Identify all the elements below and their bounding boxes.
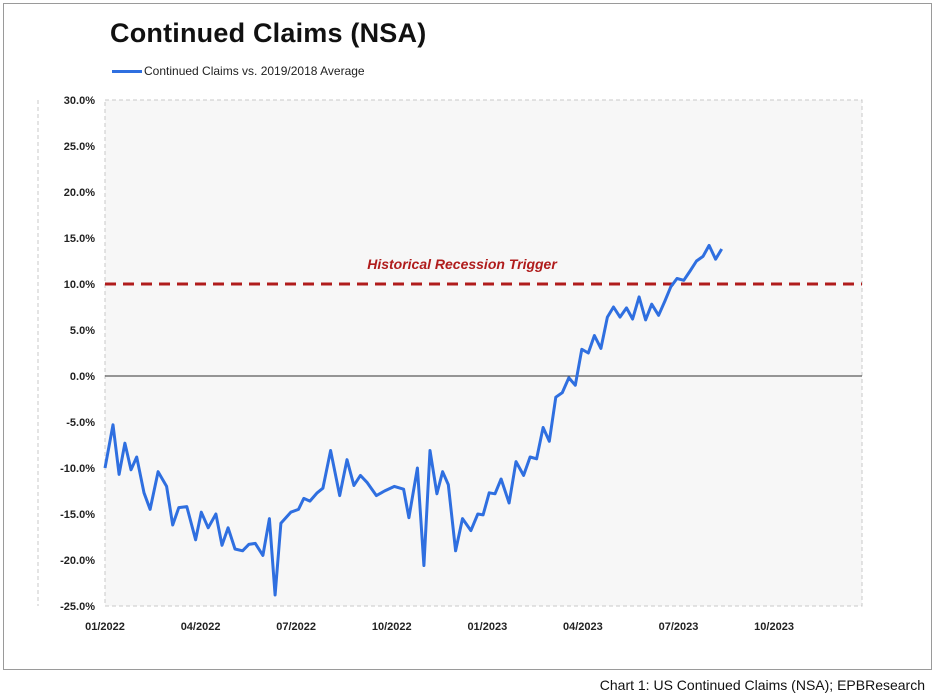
figure-caption: Chart 1: US Continued Claims (NSA); EPBR… bbox=[599, 677, 925, 693]
y-tick-label: 20.0% bbox=[64, 187, 95, 199]
x-tick-label: 01/2022 bbox=[85, 621, 125, 633]
x-tick-label: 10/2023 bbox=[754, 621, 794, 633]
legend-swatch bbox=[112, 69, 142, 73]
y-tick-label: -15.0% bbox=[60, 509, 95, 521]
x-tick-label: 04/2022 bbox=[181, 621, 221, 633]
legend: Continued Claims vs. 2019/2018 Average bbox=[112, 64, 365, 78]
y-tick-label: 25.0% bbox=[64, 141, 95, 153]
y-tick-label: 0.0% bbox=[70, 371, 95, 383]
x-axis-ticks: 01/2022 04/2022 07/2022 10/2022 01/2023 04/20… bbox=[85, 621, 794, 633]
x-tick-label: 01/2023 bbox=[467, 621, 507, 633]
y-tick-label: -10.0% bbox=[60, 463, 95, 475]
y-tick-label: 5.0% bbox=[70, 325, 95, 337]
x-tick-label: 07/2023 bbox=[659, 621, 699, 633]
y-tick-label: -20.0% bbox=[60, 555, 95, 567]
legend-label: Continued Claims vs. 2019/2018 Average bbox=[144, 64, 365, 78]
y-tick-label: 10.0% bbox=[64, 279, 95, 291]
chart-title: Continued Claims (NSA) bbox=[110, 18, 427, 48]
x-tick-label: 10/2022 bbox=[372, 621, 412, 633]
x-tick-label: 04/2023 bbox=[563, 621, 603, 633]
y-axis-ticks: 30.0% 25.0% 20.0% 15.0% 10.0% 5.0% 0.0% -5.0% -1… bbox=[37, 95, 95, 613]
y-tick-label: -25.0% bbox=[60, 601, 95, 613]
series-line-continued-claims bbox=[103, 243, 723, 597]
y-tick-label: 30.0% bbox=[64, 95, 95, 107]
plot-area bbox=[104, 99, 863, 607]
y-tick-label: 15.0% bbox=[64, 233, 95, 245]
x-tick-label: 07/2022 bbox=[276, 621, 316, 633]
recession-trigger-label: Historical Recession Trigger bbox=[367, 256, 558, 272]
y-tick-label: -5.0% bbox=[66, 417, 95, 429]
